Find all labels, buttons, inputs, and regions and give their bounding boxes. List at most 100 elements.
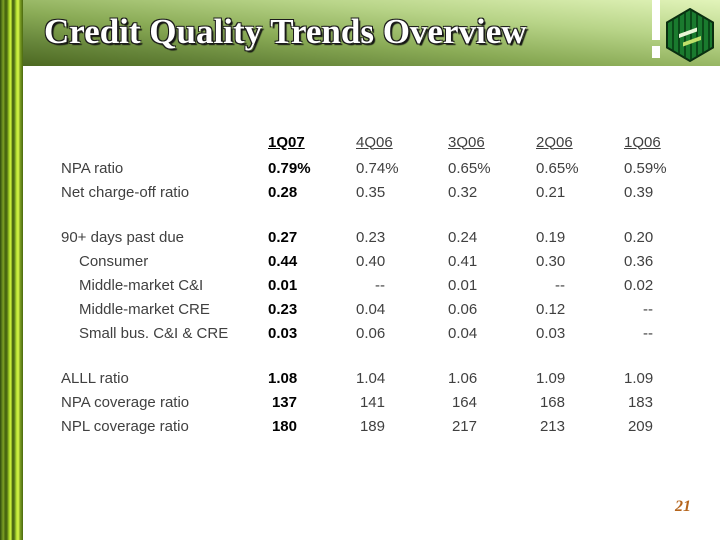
table-cell: 0.41 <box>448 253 536 270</box>
table-cell: 0.32 <box>448 184 536 201</box>
cell-value: 1.09 <box>624 369 654 387</box>
cell-value: 0.04 <box>448 324 478 342</box>
table-cell: 0.21 <box>536 184 624 201</box>
cell-value: 0.59% <box>624 159 667 177</box>
cell-value: 183 <box>627 393 653 411</box>
cell-value: 168 <box>539 393 565 411</box>
cell-value: 0.35 <box>356 183 386 201</box>
cell-value: 0.65% <box>448 159 491 177</box>
cell-value: 0.12 <box>536 300 566 318</box>
cell-value: 0.23 <box>268 300 298 318</box>
cell-value: 0.06 <box>356 324 386 342</box>
column-header: 2Q06 <box>536 134 624 151</box>
table-cell: 1.09 <box>536 370 624 387</box>
table-row: 90+ days past due 0.27 0.23 0.24 0.19 0.… <box>40 225 712 249</box>
table-cell: 189 <box>356 418 448 435</box>
table-cell: 0.65% <box>536 160 624 177</box>
left-accent-strip <box>0 0 23 540</box>
table-cell: 0.12 <box>536 301 624 318</box>
header-bar <box>0 0 720 66</box>
cell-value: 0.01 <box>448 276 478 294</box>
table-row: Consumer 0.44 0.40 0.41 0.30 0.36 <box>40 249 712 273</box>
cell-value: 0.21 <box>536 183 566 201</box>
column-header: 4Q06 <box>356 134 448 151</box>
table-cell: 0.23 <box>356 229 448 246</box>
cell-value: 0.03 <box>268 324 298 342</box>
cell-value: 0.27 <box>268 228 298 246</box>
row-label: 90+ days past due <box>61 228 185 246</box>
cell-value: 0.20 <box>624 228 654 246</box>
table-row: Middle-market CRE 0.23 0.04 0.06 0.12 -- <box>40 297 712 321</box>
header-separator-dash <box>652 46 660 58</box>
cell-value: 1.04 <box>356 369 386 387</box>
table-cell: 1.06 <box>448 370 536 387</box>
cell-value: 0.01 <box>268 276 298 294</box>
row-label: NPA coverage ratio <box>61 393 190 411</box>
row-label: Consumer <box>79 252 149 270</box>
table-cell: 180 <box>268 418 356 435</box>
row-label: Small bus. C&I & CRE <box>79 324 229 342</box>
cell-value: 209 <box>627 417 653 435</box>
page-title: Credit Quality Trends Overview <box>44 12 527 51</box>
cell-value: 1.09 <box>536 369 566 387</box>
table-cell: 213 <box>536 418 624 435</box>
cell-value: 1.08 <box>268 369 298 387</box>
table-cell: 0.19 <box>536 229 624 246</box>
table-cell: 137 <box>268 394 356 411</box>
cell-value: 0.39 <box>624 183 654 201</box>
cell-value: 0.30 <box>536 252 566 270</box>
row-label: Middle-market C&I <box>79 276 204 294</box>
cell-value: 164 <box>451 393 477 411</box>
cell-value: 0.02 <box>624 276 654 294</box>
table-cell: 0.06 <box>356 325 448 342</box>
credit-quality-table: 1Q07 4Q06 3Q06 2Q06 1Q06 NPA ratio 0.79%… <box>40 128 712 438</box>
table-cell: -- <box>356 277 448 294</box>
table-row: Net charge-off ratio 0.28 0.35 0.32 0.21… <box>40 180 712 204</box>
table-cell: 0.27 <box>268 229 356 246</box>
column-header-label: 4Q06 <box>356 133 393 151</box>
cell-value: 0.06 <box>448 300 478 318</box>
column-header: 1Q07 <box>268 134 356 151</box>
row-label: Middle-market CRE <box>79 300 210 318</box>
table-cell: 0.03 <box>268 325 356 342</box>
cell-value: 0.32 <box>448 183 478 201</box>
table-cell: 209 <box>624 418 712 435</box>
column-header-label: 1Q07 <box>268 133 305 151</box>
table-cell: 0.24 <box>448 229 536 246</box>
cell-value: 0.65% <box>536 159 579 177</box>
cell-value: 0.19 <box>536 228 566 246</box>
table-cell: 0.03 <box>536 325 624 342</box>
cell-value: 0.04 <box>356 300 386 318</box>
table-cell: 0.59% <box>624 160 712 177</box>
cell-value: -- <box>643 324 653 342</box>
table-cell: 0.44 <box>268 253 356 270</box>
table-cell: 0.39 <box>624 184 712 201</box>
table-row: Small bus. C&I & CRE 0.03 0.06 0.04 0.03… <box>40 321 712 345</box>
cell-value: 0.41 <box>448 252 478 270</box>
cell-value: 217 <box>451 417 477 435</box>
table-row: NPA ratio 0.79% 0.74% 0.65% 0.65% 0.59% <box>40 156 712 180</box>
cell-value: 0.28 <box>268 183 298 201</box>
table-cell: 1.04 <box>356 370 448 387</box>
table-cell: 0.79% <box>268 160 356 177</box>
table-cell: 1.08 <box>268 370 356 387</box>
table-cell: 0.01 <box>268 277 356 294</box>
cell-value: 0.23 <box>356 228 386 246</box>
table-cell: 0.02 <box>624 277 712 294</box>
cell-value: 0.40 <box>356 252 386 270</box>
table-cell: -- <box>624 325 712 342</box>
table-cell: 164 <box>448 394 536 411</box>
table-cell: 0.28 <box>268 184 356 201</box>
table-cell: 0.04 <box>448 325 536 342</box>
table-header-row: 1Q07 4Q06 3Q06 2Q06 1Q06 <box>40 128 712 156</box>
table-row: Middle-market C&I 0.01 -- 0.01 -- 0.02 <box>40 273 712 297</box>
table-row: NPL coverage ratio 180 189 217 213 209 <box>40 414 712 438</box>
row-label: NPL coverage ratio <box>61 417 189 435</box>
table-cell: 0.20 <box>624 229 712 246</box>
cell-value: 0.79% <box>268 159 311 177</box>
table-cell: 0.74% <box>356 160 448 177</box>
column-header: 3Q06 <box>448 134 536 151</box>
cell-value: 0.24 <box>448 228 478 246</box>
table-cell: 0.04 <box>356 301 448 318</box>
